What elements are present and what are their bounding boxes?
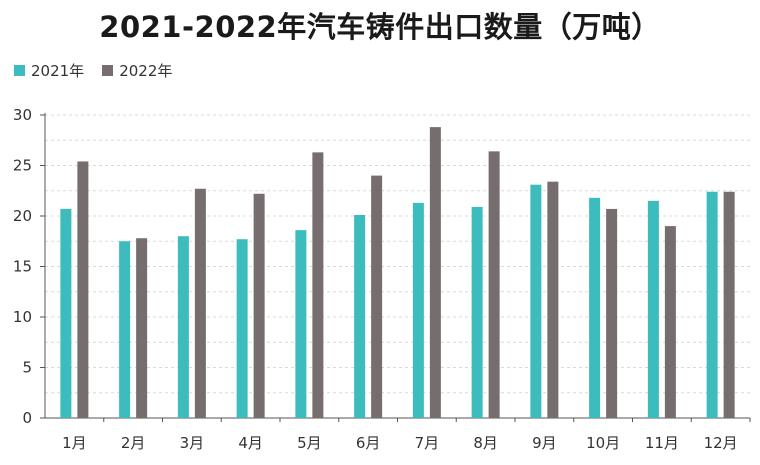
bar-2021-11 <box>647 200 659 418</box>
bar-2021-2 <box>119 241 131 418</box>
bar-2021-4 <box>236 239 248 418</box>
legend-item-2021: 2021年 <box>14 60 84 81</box>
bar-2022-5 <box>312 152 324 418</box>
x-tick-label: 11月 <box>645 434 679 452</box>
legend-label-2022: 2022年 <box>119 62 173 80</box>
bar-2022-10 <box>606 208 618 418</box>
bar-2022-4 <box>253 193 265 418</box>
x-tick-label: 2月 <box>121 434 146 452</box>
bar-2022-8 <box>488 151 500 419</box>
bar-2021-1 <box>60 208 72 418</box>
bar-2022-2 <box>136 238 148 418</box>
bar-2022-3 <box>194 188 206 418</box>
legend-item-2022: 2022年 <box>102 60 172 81</box>
x-tick-label: 8月 <box>473 434 498 452</box>
bar-2021-8 <box>471 206 483 418</box>
legend-label-2021: 2021年 <box>31 62 85 80</box>
bar-2022-7 <box>429 127 441 419</box>
bar-2022-12 <box>723 191 735 418</box>
x-tick-label: 7月 <box>415 434 440 452</box>
bar-2022-1 <box>77 161 89 418</box>
bar-2021-10 <box>589 197 601 418</box>
x-tick-label: 4月 <box>238 434 263 452</box>
x-tick-label: 12月 <box>704 434 738 452</box>
y-tick-label: 20 <box>13 207 32 225</box>
y-tick-label: 25 <box>13 157 32 175</box>
bar-2021-12 <box>706 191 718 418</box>
x-tick-label: 9月 <box>532 434 557 452</box>
y-tick-label: 10 <box>13 308 32 326</box>
legend-swatch-2021 <box>14 65 25 76</box>
bar-2021-3 <box>177 236 189 418</box>
legend: 2021年 2022年 <box>14 60 172 81</box>
x-tick-label: 6月 <box>356 434 381 452</box>
bar-2022-6 <box>371 175 383 418</box>
chart-title: 2021-2022年汽车铸件出口数量（万吨） <box>99 10 661 44</box>
y-tick-label: 5 <box>22 359 32 377</box>
bar-2021-5 <box>295 230 307 418</box>
bar-2021-7 <box>412 202 424 418</box>
y-tick-label: 0 <box>22 409 32 427</box>
legend-swatch-2022 <box>102 65 114 76</box>
bar-2022-11 <box>664 226 676 418</box>
x-tick-label: 1月 <box>62 434 87 452</box>
bar-2021-6 <box>354 214 366 418</box>
x-tick-label: 10月 <box>586 434 620 452</box>
bar-2022-9 <box>547 181 559 418</box>
y-tick-label: 30 <box>13 106 32 124</box>
x-tick-label: 3月 <box>180 434 205 452</box>
x-tick-label: 5月 <box>297 434 322 452</box>
y-tick-label: 15 <box>13 258 32 276</box>
bar-2021-9 <box>530 184 542 418</box>
